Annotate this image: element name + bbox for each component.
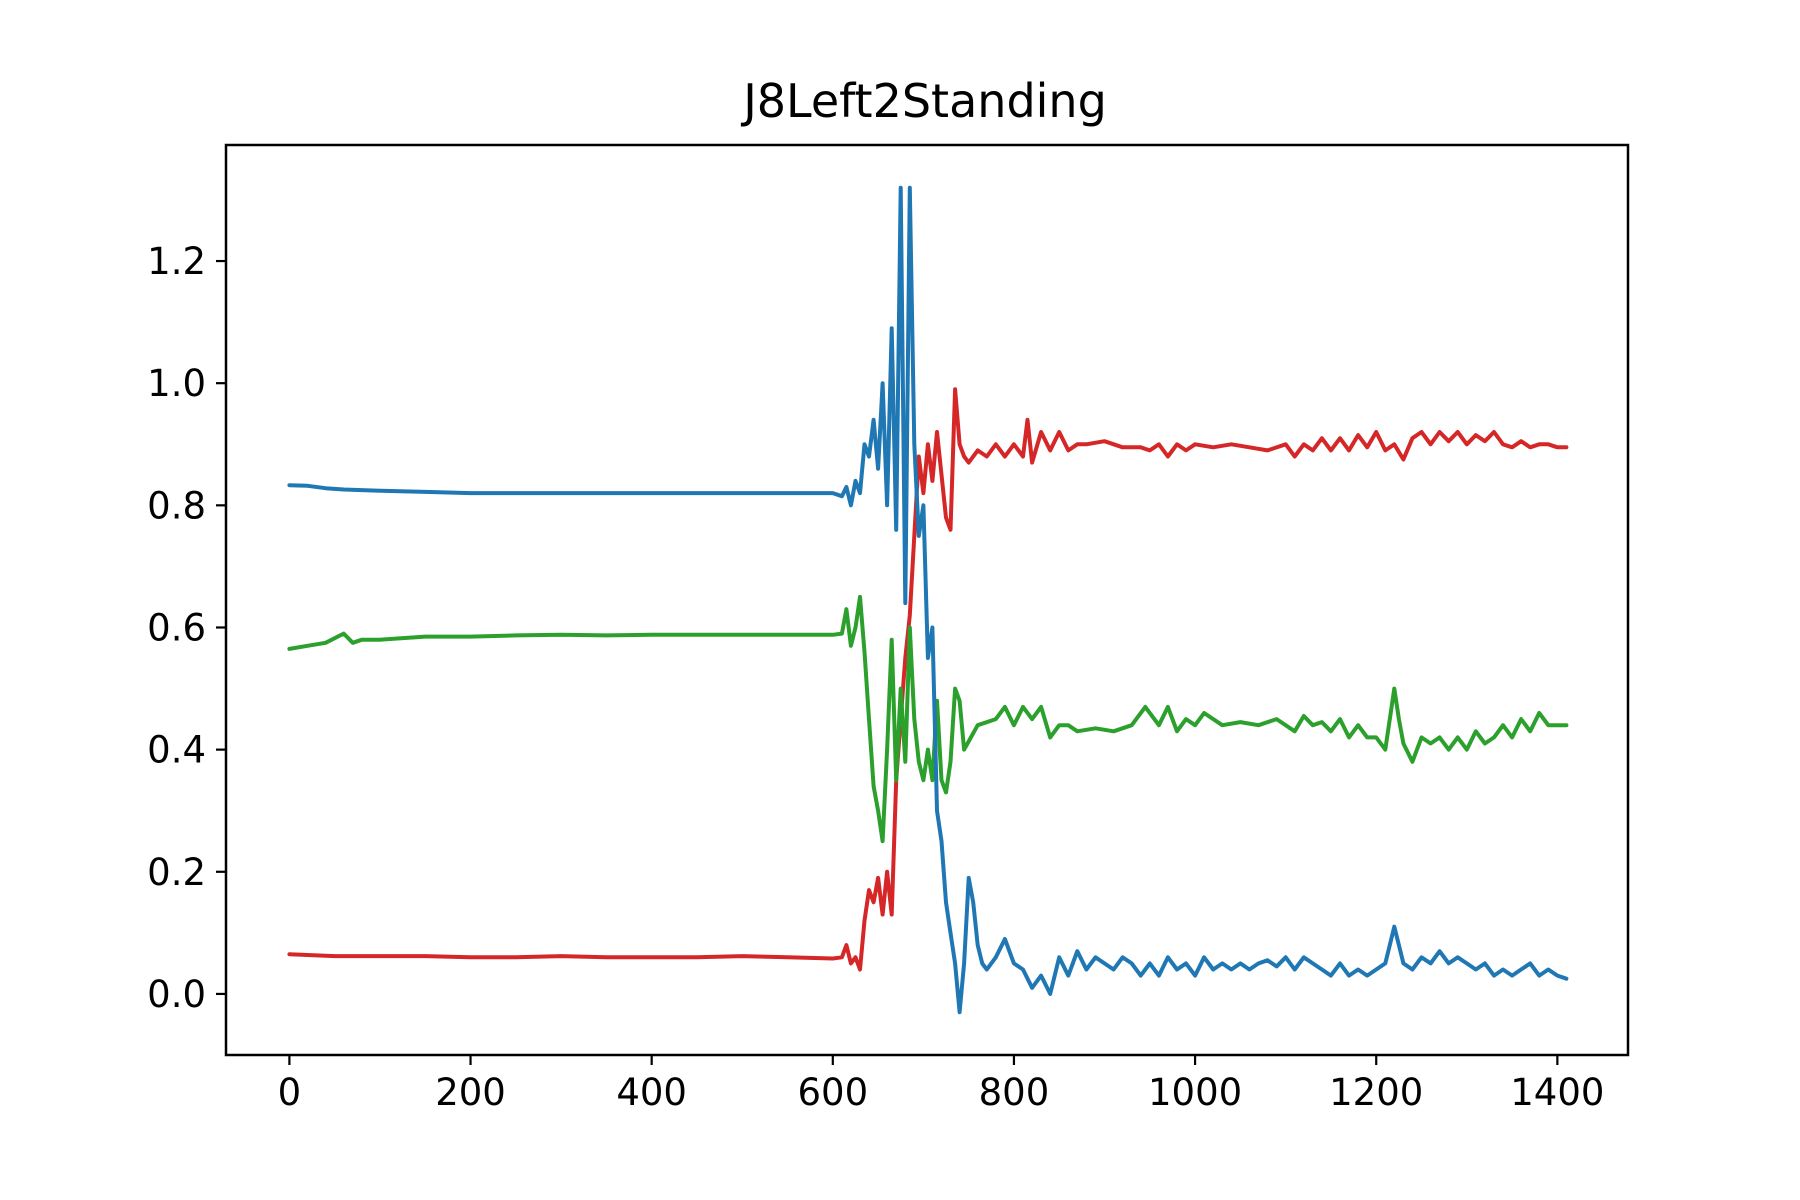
x-axis: 0 200 400 600 800 1000 1200 1400 — [278, 1055, 1604, 1114]
x-tick-label: 1400 — [1510, 1071, 1604, 1114]
y-tick-label: 0.2 — [147, 851, 206, 894]
y-tick-label: 0.0 — [147, 973, 206, 1016]
y-axis: 0.0 0.2 0.4 0.6 0.8 1.0 1.2 — [147, 240, 226, 1016]
y-tick-label: 0.8 — [147, 484, 206, 527]
y-tick-label: 1.0 — [147, 362, 206, 405]
x-tick-label: 800 — [979, 1071, 1050, 1114]
x-tick-label: 0 — [278, 1071, 302, 1114]
series-line-3 — [287, 185, 1569, 1015]
x-tick-label: 600 — [797, 1071, 868, 1114]
y-tick-label: 0.4 — [147, 729, 206, 772]
series-group — [287, 185, 1569, 1015]
y-tick-label: 1.2 — [147, 240, 206, 283]
chart-title: J8Left2Standing — [740, 74, 1107, 128]
series-line-2 — [287, 594, 1569, 844]
x-tick-label: 400 — [616, 1071, 687, 1114]
series-line-1 — [287, 387, 1569, 972]
y-tick-label: 0.6 — [147, 606, 206, 649]
x-tick-label: 200 — [435, 1071, 506, 1114]
x-tick-label: 1000 — [1148, 1071, 1242, 1114]
axes-frame — [224, 143, 1630, 1057]
x-tick-label: 1200 — [1329, 1071, 1423, 1114]
